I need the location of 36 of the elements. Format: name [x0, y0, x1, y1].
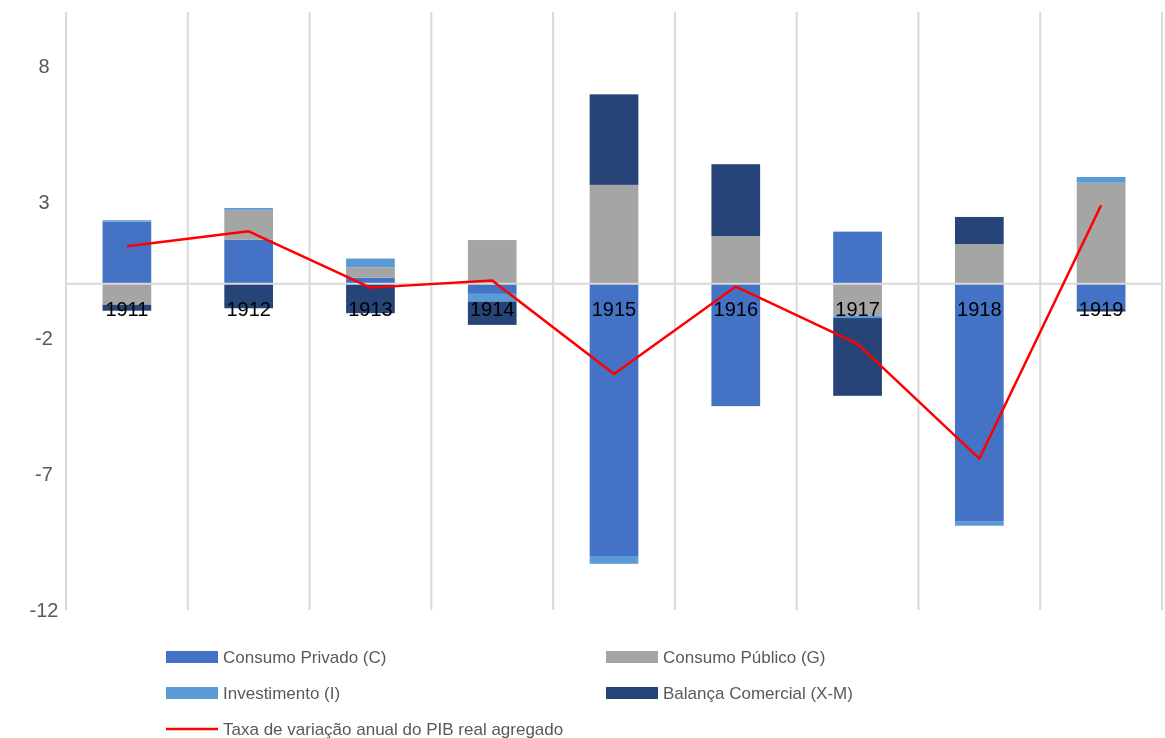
bar	[1076, 182, 1126, 284]
x-tick-label: 1914	[469, 297, 515, 320]
y-tick-label: 8	[38, 55, 50, 78]
y-tick-label: -2	[35, 327, 53, 350]
legend-label: Consumo Público (G)	[663, 648, 826, 667]
x-tick-label: 1918	[957, 297, 1002, 320]
bar	[589, 556, 639, 564]
bar	[467, 240, 517, 284]
bar	[346, 267, 395, 278]
bar	[1076, 176, 1126, 183]
legend-label: Investimento (I)	[223, 684, 341, 703]
y-tick-label: -12	[29, 599, 59, 621]
legend-label: Balança Comercial (X-M)	[663, 684, 853, 703]
bar	[589, 283, 639, 557]
bar	[711, 283, 761, 407]
bar	[954, 216, 1004, 245]
bar	[954, 521, 1004, 526]
bar	[833, 318, 882, 396]
legend-label: Taxa de variação anual do PIB real agregado	[223, 720, 564, 738]
y-tick-label: -7	[35, 463, 53, 486]
bar	[224, 209, 274, 240]
bar	[711, 235, 761, 284]
bar	[711, 164, 761, 236]
bar	[954, 244, 1004, 284]
legend-label: Consumo Privado (C)	[223, 648, 387, 667]
bar	[589, 184, 639, 284]
bar	[833, 231, 882, 284]
x-tick-label: 1916	[713, 297, 759, 320]
bar	[102, 221, 152, 284]
x-tick-label: 1917	[835, 297, 880, 320]
y-tick-label: 3	[38, 191, 50, 214]
bar	[954, 283, 1004, 522]
bar	[589, 94, 639, 185]
bar	[224, 239, 274, 284]
x-tick-label: 1915	[591, 297, 637, 320]
bar	[346, 258, 395, 268]
